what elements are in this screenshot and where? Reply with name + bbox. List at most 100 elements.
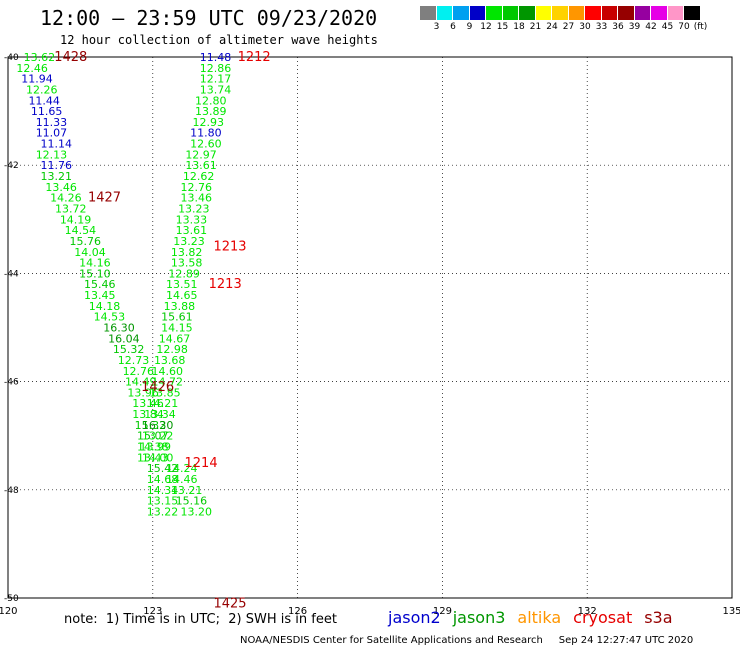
color-scale-label: (ft)	[693, 22, 708, 32]
color-swatch	[684, 6, 701, 20]
wave-height-value: 13.58	[171, 257, 203, 270]
wave-height-value: 14.38	[137, 441, 169, 454]
x-tick-label: 135	[722, 606, 740, 617]
page-title: 12:00 – 23:59 UTC 09/23/2020	[40, 6, 378, 30]
pass-label: 1427	[88, 191, 121, 206]
wave-height-value: 12.46	[16, 62, 48, 75]
y-tick-label: -40	[4, 53, 19, 63]
color-scale-label: 21	[529, 22, 542, 32]
wave-height-value: 11.33	[36, 116, 68, 129]
wave-height-value: 13.15	[147, 495, 179, 508]
color-scale-label: 30	[579, 22, 591, 32]
wave-height-value: 11.48	[200, 51, 232, 64]
wave-height-value: 12.26	[26, 83, 58, 96]
wave-height-value: 14.72	[152, 376, 184, 389]
x-tick-label: 123	[143, 606, 162, 617]
wave-height-value: 14.34	[147, 484, 179, 497]
wave-height-value: 11.94	[21, 73, 53, 86]
credit-text: NOAA/NESDIS Center for Satellite Applica…	[240, 635, 694, 646]
y-tick-label: -46	[4, 378, 19, 388]
pass-label: 1213	[209, 277, 242, 292]
wave-height-value: 12.97	[185, 148, 217, 161]
wave-height-value: 14.04	[74, 246, 106, 259]
color-swatch	[601, 6, 618, 20]
wave-height-value: 13.46	[45, 181, 77, 194]
wave-height-value: 14.65	[166, 289, 198, 302]
wave-height-value: 14.21	[147, 397, 179, 410]
wave-height-value: 11.80	[190, 127, 222, 140]
y-tick-label: -48	[4, 486, 19, 496]
wave-height-value: 16.30	[142, 419, 174, 432]
wave-height-value: 14.68	[147, 473, 179, 486]
wave-height-value: 15.76	[69, 235, 101, 248]
wave-height-value: 13.74	[200, 83, 232, 96]
color-scale-label: 24	[546, 22, 558, 32]
page-subtitle: 12 hour collection of altimeter wave hei…	[60, 33, 378, 47]
wave-height-value: 13.89	[195, 105, 227, 118]
satellite-legend: jason2 jason3 altika cryosat s3a	[388, 608, 673, 627]
wave-height-value: 13.21	[41, 170, 73, 183]
pass-label: 1213	[213, 239, 246, 254]
color-scale-label: 36	[612, 22, 624, 32]
wave-height-value: 13.23	[173, 235, 205, 248]
satellite-legend-item: jason2	[388, 608, 441, 627]
color-swatch	[667, 6, 684, 20]
wave-height-value: 13.72	[55, 202, 87, 215]
wave-height-value: 14.46	[166, 473, 198, 486]
color-swatch	[436, 6, 453, 20]
wave-height-value: 11.44	[28, 94, 60, 107]
color-scale-label: 33	[595, 22, 608, 32]
wave-height-value: 12.76	[123, 365, 155, 378]
color-swatch	[634, 6, 651, 20]
satellite-legend-item: cryosat	[573, 608, 633, 627]
wave-height-value: 12.60	[190, 138, 222, 151]
wave-height-value: 13.61	[176, 224, 208, 237]
wave-height-value: 14.18	[89, 300, 121, 313]
x-tick-label: 126	[288, 606, 307, 617]
color-swatch	[469, 6, 486, 20]
color-scale-label: 3	[433, 22, 440, 32]
pass-label: 1212	[238, 50, 271, 65]
wave-height-value: 13.96	[127, 386, 159, 399]
satellite-legend-item: s3a	[644, 608, 673, 627]
y-tick-label: -42	[4, 161, 19, 171]
color-swatch	[453, 6, 470, 20]
wave-height-value: 13.85	[149, 386, 181, 399]
wave-height-value: 14.53	[94, 311, 126, 324]
wave-height-value: 15.16	[176, 495, 208, 508]
wave-height-value: 15.46	[84, 278, 116, 291]
color-scale-label: 42	[645, 22, 657, 32]
wave-height-value: 14.49	[125, 376, 157, 389]
wave-height-value: 12.98	[156, 343, 188, 356]
wave-height-value: 13.82	[171, 246, 203, 259]
wave-height-value: 13.20	[180, 505, 212, 518]
wave-height-value: 14.54	[65, 224, 97, 237]
wave-height-value: 13.68	[154, 354, 186, 367]
color-swatch	[502, 6, 519, 20]
wave-height-value: 14.60	[152, 365, 184, 378]
x-tick-label: 129	[433, 606, 452, 617]
wave-height-value: 15.42	[147, 462, 179, 475]
color-swatch	[519, 6, 536, 20]
wave-height-value: 16.04	[108, 332, 140, 345]
color-swatch	[618, 6, 635, 20]
wave-height-value: 12.86	[200, 62, 232, 75]
wave-height-value: 15.10	[79, 267, 111, 280]
color-swatch	[486, 6, 503, 20]
wave-height-value: 12.80	[195, 94, 227, 107]
wave-height-value: 13.88	[164, 300, 196, 313]
wave-height-value: 14.24	[166, 462, 198, 475]
wave-height-value: 12.73	[118, 354, 150, 367]
note-text: note: 1) Time is in UTC; 2) SWH is in fe…	[64, 612, 337, 627]
wave-height-value: 15.32	[113, 343, 145, 356]
wave-height-value: 15.07	[137, 430, 169, 443]
wave-height-value: 12.76	[180, 181, 212, 194]
wave-height-value: 16.30	[103, 322, 135, 335]
wave-height-value: 12.89	[168, 267, 200, 280]
wave-height-value: 13.46	[132, 397, 164, 410]
color-swatch	[568, 6, 585, 20]
color-scale-label: 18	[513, 22, 525, 32]
pass-label: 1425	[213, 596, 246, 611]
pass-label: 1214	[185, 456, 218, 471]
plot-frame	[7, 56, 733, 599]
